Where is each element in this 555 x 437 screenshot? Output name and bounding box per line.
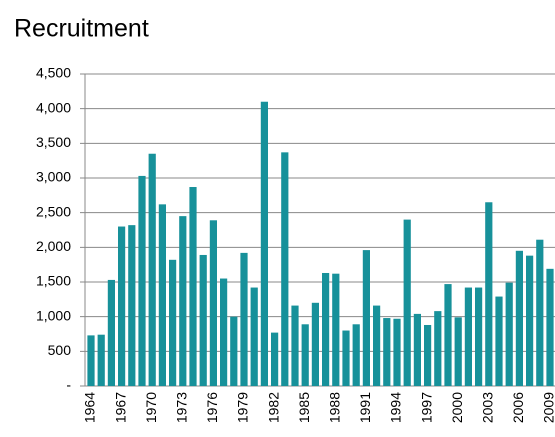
y-tick-label: - [66, 377, 71, 393]
bar [138, 175, 146, 386]
bar [189, 187, 197, 386]
x-tick-label: 1991 [357, 392, 373, 423]
bar [536, 239, 544, 386]
x-tick-label: 1988 [327, 392, 343, 423]
x-tick-label: 2003 [480, 392, 496, 423]
y-tick-label: 4,000 [36, 99, 71, 115]
bar [403, 219, 411, 386]
bar [444, 284, 452, 386]
x-tick-label: 1970 [143, 392, 159, 423]
bar [454, 317, 462, 386]
x-tick-label: 1979 [235, 392, 251, 423]
bar [87, 335, 95, 386]
bar [199, 254, 207, 386]
bar [97, 334, 105, 386]
bar [240, 252, 248, 386]
x-tick-label: 2006 [510, 392, 526, 423]
bar [148, 153, 156, 386]
x-tick-label: 1997 [418, 392, 434, 423]
bar [383, 318, 391, 386]
bar [546, 268, 554, 386]
bar [332, 273, 340, 386]
bar [485, 202, 493, 386]
bar [393, 318, 401, 386]
bar [413, 313, 421, 386]
bar [107, 279, 115, 386]
bar [373, 305, 381, 386]
bar [118, 226, 126, 386]
y-tick-label: 500 [48, 342, 72, 358]
bar [230, 316, 238, 386]
bar [250, 287, 258, 386]
bar [260, 101, 268, 386]
bar [526, 255, 534, 386]
bar [515, 250, 523, 386]
bar [342, 330, 350, 386]
bar [169, 259, 177, 386]
x-tick-label: 2000 [449, 392, 465, 423]
x-tick-label: 1964 [82, 392, 98, 423]
y-tick-label: 1,000 [36, 307, 71, 323]
bar [301, 324, 309, 386]
bar [158, 204, 166, 386]
x-tick-label: 1985 [296, 392, 312, 423]
x-tick-label: 1994 [388, 392, 404, 423]
bar [434, 311, 442, 386]
y-tick-label: 3,500 [36, 134, 71, 150]
bar [179, 216, 187, 386]
y-tick-label: 3,000 [36, 169, 71, 185]
x-tick-label: 2009 [541, 392, 555, 423]
y-tick-label: 4,500 [36, 65, 71, 81]
bar [464, 287, 472, 386]
bar [209, 220, 217, 386]
bar [128, 225, 136, 386]
x-tick-label: 1982 [265, 392, 281, 423]
bar [311, 302, 319, 386]
y-tick-label: 1,500 [36, 273, 71, 289]
y-tick-label: 2,500 [36, 203, 71, 219]
bar [291, 305, 299, 386]
x-tick-label: 1976 [204, 392, 220, 423]
bar [281, 152, 289, 386]
x-tick-label: 1967 [112, 392, 128, 423]
bar [475, 287, 483, 386]
bar [322, 272, 330, 386]
bar [362, 250, 370, 386]
bar [352, 324, 360, 386]
bar [220, 278, 228, 386]
x-tick-label: 1973 [174, 392, 190, 423]
bar [271, 332, 279, 386]
chart-title: Recruitment [14, 15, 149, 43]
bar [424, 324, 432, 386]
y-tick-label: 2,000 [36, 238, 71, 254]
bar [505, 282, 513, 386]
bar [495, 296, 503, 386]
